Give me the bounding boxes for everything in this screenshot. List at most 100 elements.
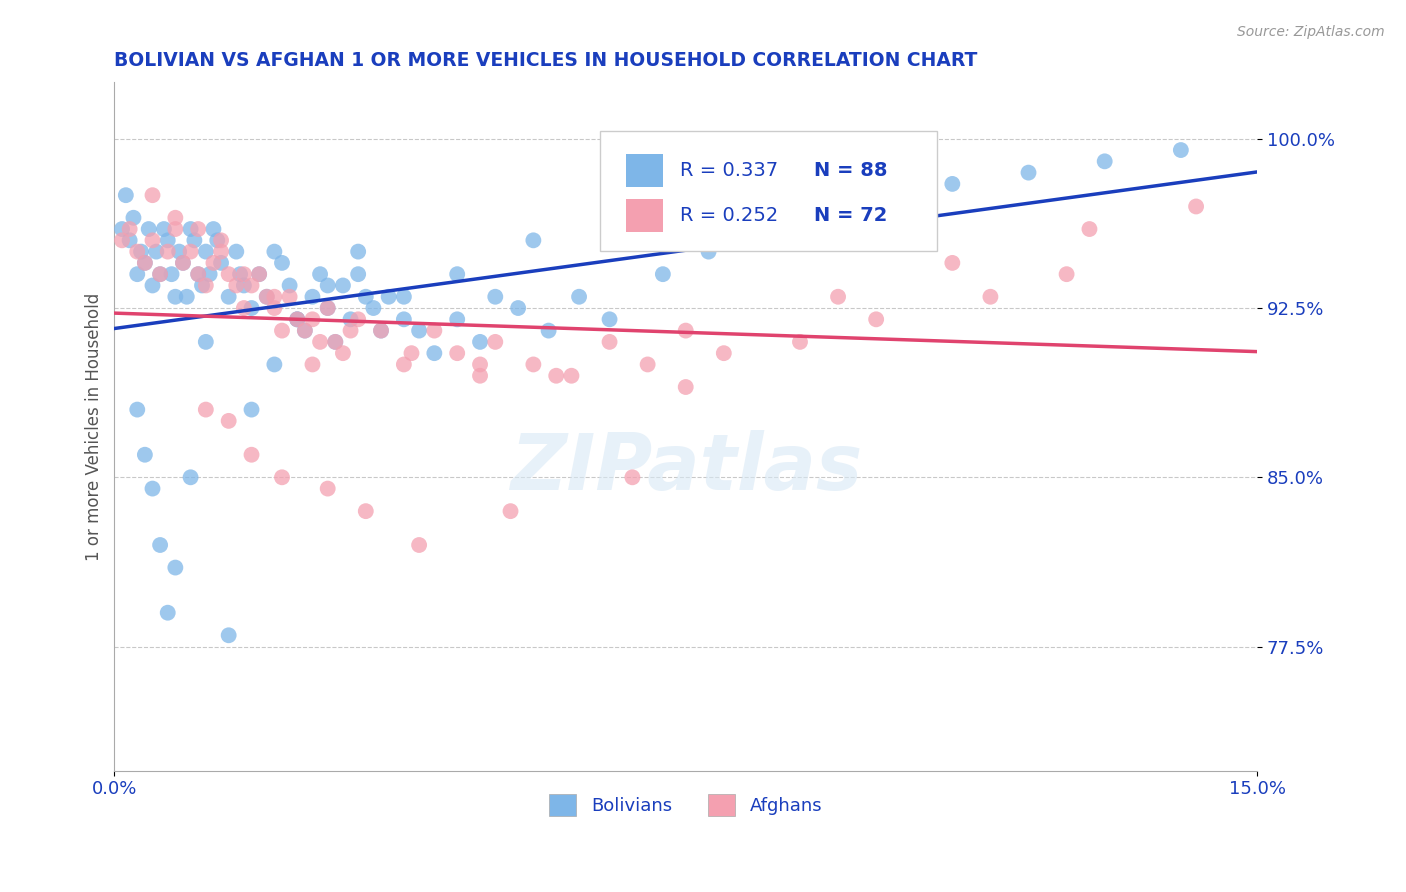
Point <box>522 233 544 247</box>
Point <box>145 244 167 259</box>
Point <box>865 312 887 326</box>
Point <box>153 222 176 236</box>
FancyBboxPatch shape <box>600 130 938 251</box>
Point <box>285 312 308 326</box>
Point <box>309 267 332 281</box>
Point <box>232 267 254 281</box>
Point <box>392 290 415 304</box>
Point <box>187 267 209 281</box>
Point <box>187 267 209 281</box>
Point <box>408 324 430 338</box>
Point <box>191 278 214 293</box>
Point <box>194 334 217 349</box>
Point <box>1094 154 1116 169</box>
Text: ZIPatlas: ZIPatlas <box>509 430 862 506</box>
Point <box>271 256 294 270</box>
Point <box>332 278 354 293</box>
Point <box>408 538 430 552</box>
Point <box>370 324 392 338</box>
Point <box>198 267 221 281</box>
Point <box>118 222 141 236</box>
Point <box>247 267 270 281</box>
Point <box>468 368 491 383</box>
Point <box>637 358 659 372</box>
Point <box>401 346 423 360</box>
Point <box>111 222 134 236</box>
Point <box>247 267 270 281</box>
Point <box>218 414 240 428</box>
Point <box>209 233 232 247</box>
Point <box>294 324 316 338</box>
Point <box>194 402 217 417</box>
Point <box>218 267 240 281</box>
Point <box>127 267 149 281</box>
Point <box>218 290 240 304</box>
Point <box>232 301 254 315</box>
Point <box>301 290 323 304</box>
Point <box>156 606 179 620</box>
Point <box>301 312 323 326</box>
Text: R = 0.252: R = 0.252 <box>681 206 779 225</box>
Point <box>941 256 963 270</box>
Point <box>149 267 172 281</box>
Bar <box>626 199 662 232</box>
Point <box>149 538 172 552</box>
Point <box>1018 166 1040 180</box>
Point <box>183 233 205 247</box>
Point <box>225 244 247 259</box>
Point <box>209 256 232 270</box>
Point <box>141 278 163 293</box>
Point <box>423 346 446 360</box>
Point <box>232 278 254 293</box>
Point <box>285 312 308 326</box>
Point <box>675 380 697 394</box>
Point <box>165 222 187 236</box>
Point <box>149 267 172 281</box>
Point <box>316 278 339 293</box>
Point <box>141 482 163 496</box>
Point <box>141 188 163 202</box>
Point <box>160 267 183 281</box>
Text: Source: ZipAtlas.com: Source: ZipAtlas.com <box>1237 25 1385 39</box>
Point <box>138 222 160 236</box>
Point <box>256 290 278 304</box>
Point <box>165 211 187 225</box>
Point <box>979 290 1001 304</box>
Point <box>392 312 415 326</box>
Point <box>285 312 308 326</box>
Point <box>675 324 697 338</box>
Point <box>172 256 194 270</box>
Point <box>323 334 346 349</box>
Point <box>713 346 735 360</box>
Point <box>446 346 468 360</box>
Text: BOLIVIAN VS AFGHAN 1 OR MORE VEHICLES IN HOUSEHOLD CORRELATION CHART: BOLIVIAN VS AFGHAN 1 OR MORE VEHICLES IN… <box>114 51 977 70</box>
Point <box>537 324 560 338</box>
Point <box>129 244 152 259</box>
Point <box>522 358 544 372</box>
Point <box>354 290 377 304</box>
Point <box>370 324 392 338</box>
Point <box>789 334 811 349</box>
Point <box>256 290 278 304</box>
Point <box>240 402 263 417</box>
Point <box>484 290 506 304</box>
Point <box>568 290 591 304</box>
Point <box>468 334 491 349</box>
Point <box>446 267 468 281</box>
Point <box>271 324 294 338</box>
Point <box>309 334 332 349</box>
Point <box>165 290 187 304</box>
Point <box>468 358 491 372</box>
Point <box>141 233 163 247</box>
Bar <box>626 154 662 187</box>
Point <box>377 290 399 304</box>
Point <box>941 177 963 191</box>
Point <box>180 470 202 484</box>
Point <box>697 244 720 259</box>
Point <box>499 504 522 518</box>
Point <box>134 448 156 462</box>
Point <box>560 368 582 383</box>
Point <box>599 334 621 349</box>
Point <box>127 244 149 259</box>
Point <box>294 324 316 338</box>
